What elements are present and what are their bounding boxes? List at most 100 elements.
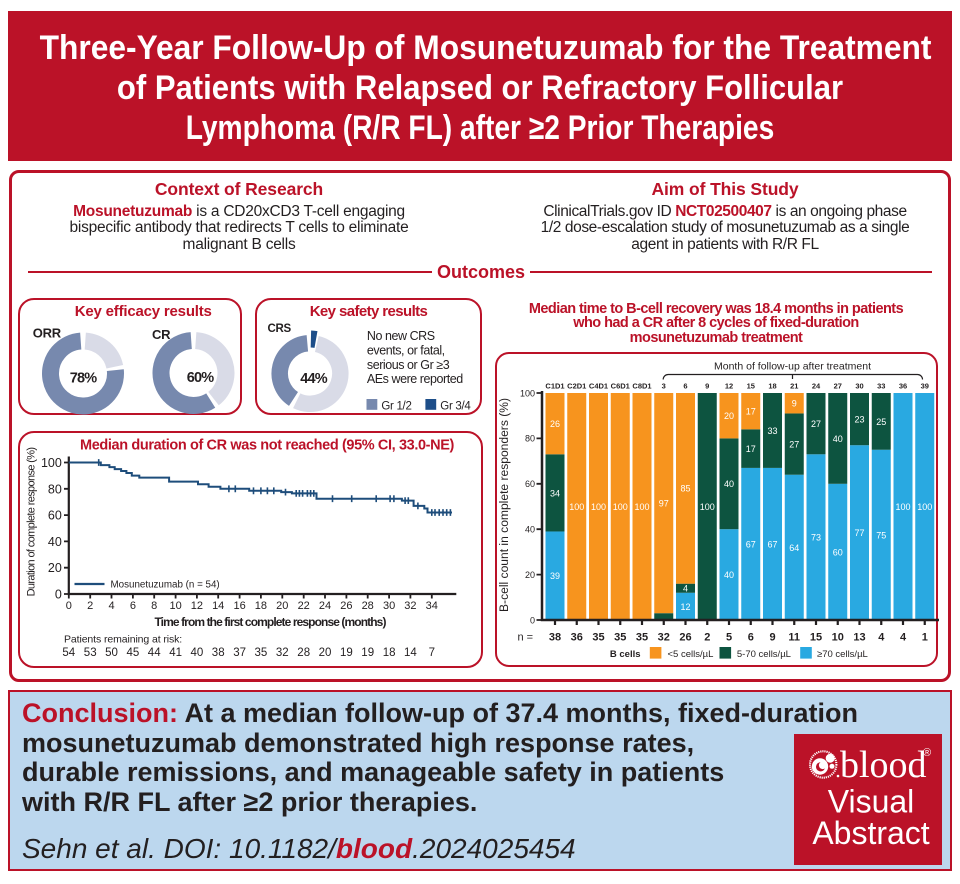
svg-text:40: 40 xyxy=(524,525,534,535)
svg-text:45: 45 xyxy=(126,647,139,659)
svg-text:44%: 44% xyxy=(300,371,328,387)
svg-text:30: 30 xyxy=(855,382,863,391)
svg-text:40: 40 xyxy=(723,479,733,489)
svg-text:20: 20 xyxy=(318,647,331,659)
svg-text:37: 37 xyxy=(233,647,246,659)
svg-text:0: 0 xyxy=(54,588,61,602)
svg-text:80: 80 xyxy=(47,482,61,496)
svg-text:64: 64 xyxy=(789,543,799,553)
svg-text:32: 32 xyxy=(657,632,669,644)
svg-text:40: 40 xyxy=(723,570,733,580)
svg-text:60: 60 xyxy=(524,479,534,489)
svg-text:78%: 78% xyxy=(69,371,97,387)
svg-text:<5 cells/µL: <5 cells/µL xyxy=(667,649,713,660)
svg-text:0: 0 xyxy=(65,600,71,612)
svg-text:Abstract: Abstract xyxy=(812,815,929,851)
svg-text:9: 9 xyxy=(791,399,796,409)
svg-text:100: 100 xyxy=(590,502,605,512)
svg-text:100: 100 xyxy=(699,502,714,512)
svg-text:40: 40 xyxy=(832,434,842,444)
svg-text:100: 100 xyxy=(895,502,910,512)
svg-text:Mosunetuzumab (n = 54): Mosunetuzumab (n = 54) xyxy=(110,580,219,591)
svg-text:30: 30 xyxy=(382,600,394,612)
svg-text:23: 23 xyxy=(854,415,864,425)
svg-text:15: 15 xyxy=(746,382,754,391)
svg-text:27: 27 xyxy=(789,440,799,450)
svg-text:4: 4 xyxy=(899,632,906,644)
svg-text:14: 14 xyxy=(404,647,417,659)
svg-text:34: 34 xyxy=(425,600,437,612)
svg-text:9: 9 xyxy=(769,632,775,644)
svg-text:40: 40 xyxy=(190,647,203,659)
svg-text:33: 33 xyxy=(877,382,885,391)
svg-text:10: 10 xyxy=(169,600,181,612)
svg-text:C6D1: C6D1 xyxy=(610,382,629,391)
svg-text:75: 75 xyxy=(876,530,886,540)
svg-text:1: 1 xyxy=(921,632,927,644)
svg-text:20: 20 xyxy=(723,411,733,421)
svg-text:12: 12 xyxy=(724,382,732,391)
svg-text:27: 27 xyxy=(810,419,820,429)
svg-text:38: 38 xyxy=(548,632,560,644)
svg-text:Time from the first complete r: Time from the first complete response (m… xyxy=(154,615,386,629)
svg-text:100: 100 xyxy=(917,502,932,512)
svg-text:26: 26 xyxy=(549,419,559,429)
svg-text:39: 39 xyxy=(549,571,559,581)
svg-text:Gr 1/2: Gr 1/2 xyxy=(381,401,411,413)
svg-text:60: 60 xyxy=(47,509,61,523)
svg-text:Visual: Visual xyxy=(827,784,914,820)
svg-text:7: 7 xyxy=(428,647,434,659)
svg-text:4: 4 xyxy=(682,584,687,594)
svg-text:35: 35 xyxy=(254,647,267,659)
svg-text:Patients remaining at risk:: Patients remaining at risk: xyxy=(64,634,182,646)
svg-text:85: 85 xyxy=(680,484,690,494)
svg-text:60%: 60% xyxy=(186,370,214,386)
svg-text:20: 20 xyxy=(47,561,61,575)
svg-text:n =: n = xyxy=(517,632,533,644)
svg-text:10: 10 xyxy=(831,632,843,644)
svg-text:39: 39 xyxy=(920,382,928,391)
svg-text:C4D1: C4D1 xyxy=(588,382,607,391)
svg-text:36: 36 xyxy=(898,382,906,391)
svg-text:14: 14 xyxy=(212,600,224,612)
svg-text:35: 35 xyxy=(592,632,604,644)
svg-text:20: 20 xyxy=(276,600,288,612)
svg-text:41: 41 xyxy=(169,647,182,659)
svg-text:25: 25 xyxy=(876,417,886,427)
svg-text:8: 8 xyxy=(151,600,157,612)
svg-text:28: 28 xyxy=(361,600,373,612)
svg-text:®: ® xyxy=(923,747,931,759)
svg-text:24: 24 xyxy=(318,600,330,612)
svg-text:13: 13 xyxy=(853,632,865,644)
svg-text:2: 2 xyxy=(704,632,710,644)
svg-text:67: 67 xyxy=(767,539,777,549)
svg-text:35: 35 xyxy=(635,632,647,644)
svg-text:17: 17 xyxy=(745,407,755,417)
svg-text:18: 18 xyxy=(768,382,776,391)
svg-text:6: 6 xyxy=(747,632,753,644)
svg-text:32: 32 xyxy=(275,647,288,659)
svg-text:≥70 cells/µL: ≥70 cells/µL xyxy=(817,649,868,660)
svg-text:35: 35 xyxy=(614,632,626,644)
svg-text:36: 36 xyxy=(570,632,582,644)
svg-text:ORR: ORR xyxy=(32,326,61,341)
svg-text:12: 12 xyxy=(680,602,690,612)
svg-text:44: 44 xyxy=(147,647,160,659)
svg-text:15: 15 xyxy=(809,632,821,644)
svg-text:34: 34 xyxy=(549,488,559,498)
svg-text:18: 18 xyxy=(382,647,395,659)
svg-text:9: 9 xyxy=(705,382,709,391)
svg-text:CRS: CRS xyxy=(268,323,292,335)
svg-text:27: 27 xyxy=(833,382,841,391)
svg-text:6: 6 xyxy=(129,600,135,612)
svg-text:blood: blood xyxy=(840,744,927,786)
svg-text:21: 21 xyxy=(790,382,798,391)
svg-text:4: 4 xyxy=(878,632,885,644)
svg-text:18: 18 xyxy=(254,600,266,612)
svg-text:97: 97 xyxy=(658,499,668,509)
svg-text:80: 80 xyxy=(524,434,534,444)
svg-text:No new CRS: No new CRS xyxy=(367,329,435,343)
svg-text:26: 26 xyxy=(679,632,691,644)
svg-text:40: 40 xyxy=(47,535,61,549)
svg-text:26: 26 xyxy=(340,600,352,612)
